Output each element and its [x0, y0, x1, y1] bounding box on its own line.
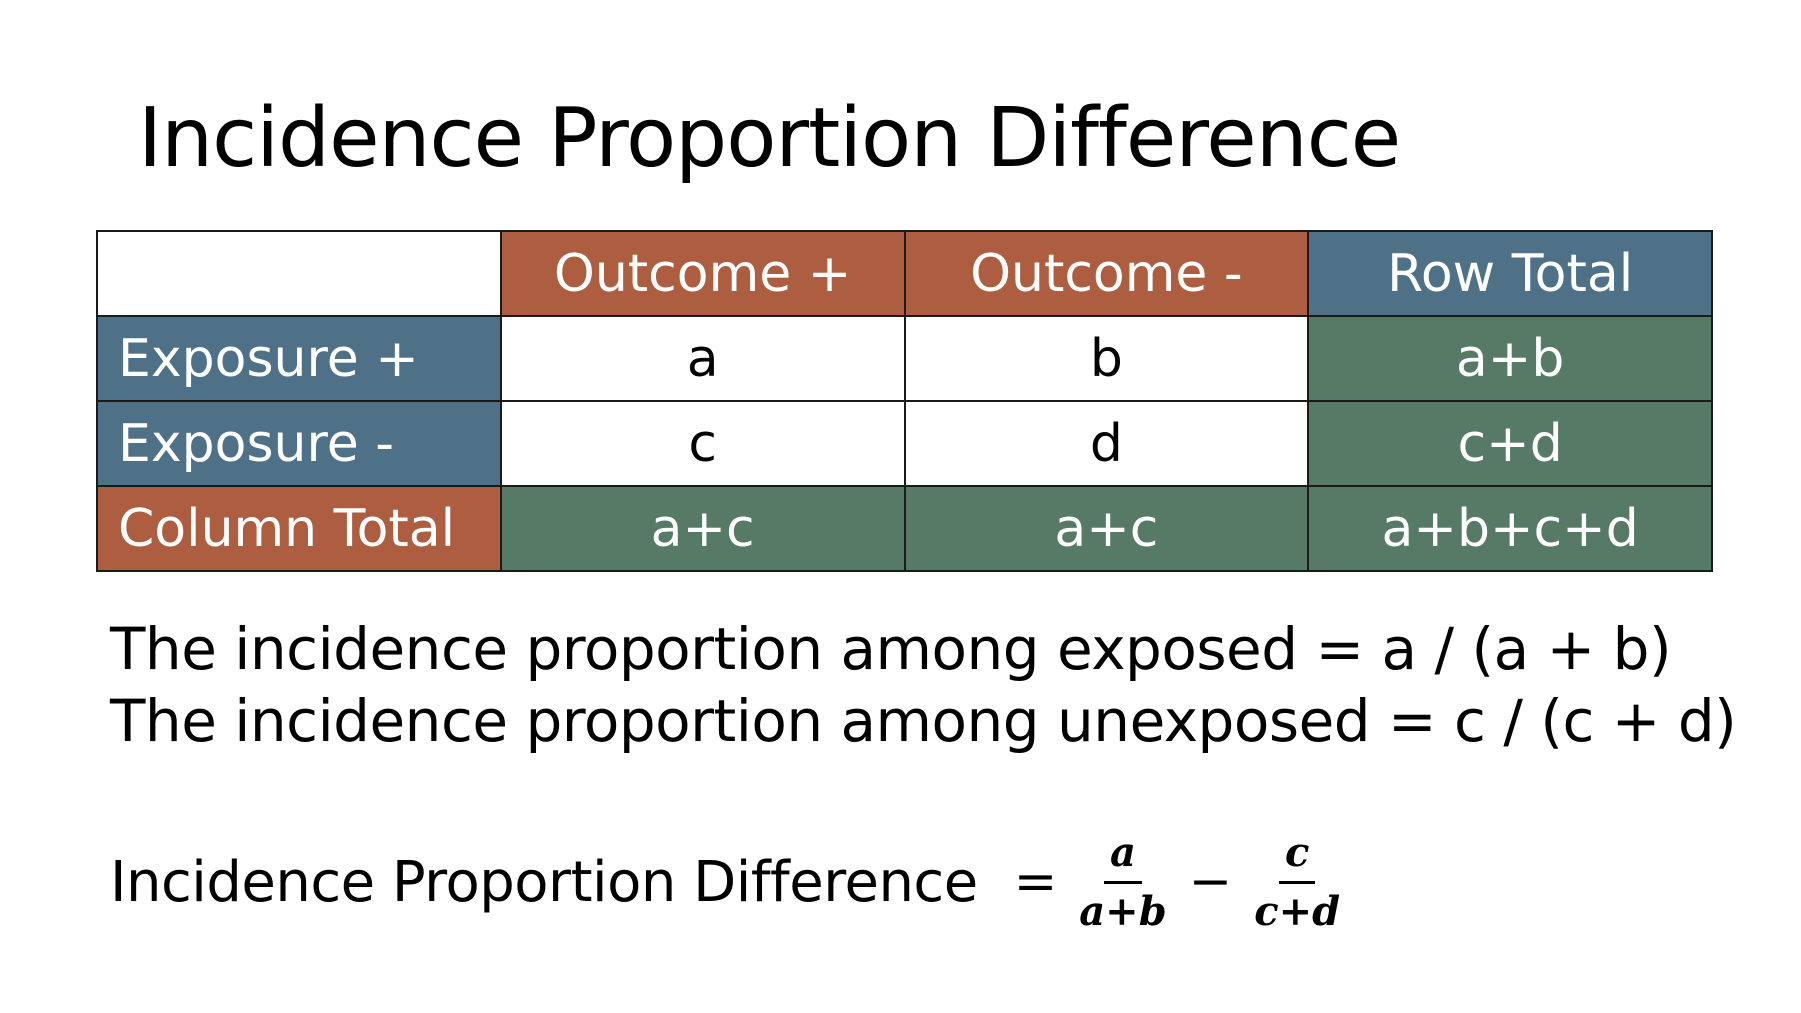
- table-row-exposure-positive: Exposure + a b a+b: [96, 315, 1713, 402]
- fraction-unexposed-numerator: c: [1278, 830, 1316, 884]
- table-row-exposure-negative: Exposure - c d c+d: [96, 400, 1713, 487]
- contingency-table: Outcome + Outcome - Row Total Exposure +…: [96, 230, 1713, 572]
- header-row-total: Row Total: [1307, 230, 1713, 317]
- table-header-row: Outcome + Outcome - Row Total: [96, 230, 1713, 317]
- cell-row-total-unexposed: c+d: [1307, 400, 1713, 487]
- cell-row-total-exposed: a+b: [1307, 315, 1713, 402]
- fraction-unexposed: c c+d: [1248, 830, 1346, 935]
- row-label-exposure-negative: Exposure -: [96, 400, 502, 487]
- difference-formula: Incidence Proportion Difference = a a+b …: [110, 822, 1346, 942]
- row-label-column-total: Column Total: [96, 485, 502, 572]
- row-label-exposure-positive: Exposure +: [96, 315, 502, 402]
- table-row-column-total: Column Total a+c a+c a+b+c+d: [96, 485, 1713, 572]
- cell-d: d: [903, 400, 1310, 487]
- exposed-proportion-sentence: The incidence proportion among exposed =…: [110, 615, 1672, 683]
- fraction-exposed: a a+b: [1073, 830, 1172, 935]
- unexposed-proportion-sentence: The incidence proportion among unexposed…: [110, 687, 1737, 755]
- cell-column-total-outcome-positive: a+c: [499, 485, 906, 572]
- header-blank-cell: [96, 230, 502, 317]
- cell-b: b: [903, 315, 1310, 402]
- equals-sign: =: [1013, 852, 1058, 912]
- cell-grand-total: a+b+c+d: [1307, 485, 1713, 572]
- cell-column-total-outcome-negative: a+c: [903, 485, 1310, 572]
- slide-title: Incidence Proportion Difference: [138, 91, 1401, 186]
- formula-label: Incidence Proportion Difference: [110, 849, 978, 915]
- minus-sign: −: [1188, 852, 1233, 912]
- fraction-exposed-numerator: a: [1104, 830, 1142, 884]
- fraction-unexposed-denominator: c+d: [1254, 887, 1341, 935]
- header-outcome-negative: Outcome -: [903, 230, 1310, 317]
- cell-a: a: [499, 315, 906, 402]
- header-outcome-positive: Outcome +: [499, 230, 906, 317]
- cell-c: c: [499, 400, 906, 487]
- fraction-exposed-denominator: a+b: [1079, 887, 1167, 935]
